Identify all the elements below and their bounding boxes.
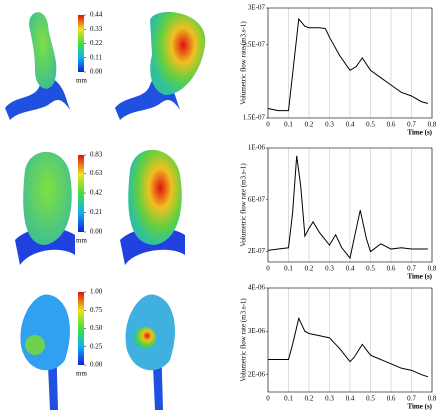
y-tick-label: 3E-07 bbox=[248, 4, 266, 12]
x-tick-label: 0 bbox=[266, 395, 270, 403]
x-tick-label: 0.8 bbox=[428, 121, 437, 129]
x-tick-label: 0.2 bbox=[305, 395, 314, 403]
y-tick-label: 2E-07 bbox=[248, 247, 266, 255]
colorbar-tick-label: 0.75 bbox=[90, 306, 103, 314]
colorbar-tick-label: 0.00 bbox=[90, 228, 103, 236]
flow-line bbox=[268, 316, 429, 378]
colorbar bbox=[78, 15, 84, 72]
colorbar-tick-label: 0.00 bbox=[90, 361, 103, 369]
x-tick-label: 0.8 bbox=[428, 395, 437, 403]
y-tick-label: 6E-07 bbox=[248, 195, 266, 203]
flow-line bbox=[267, 155, 428, 260]
x-axis-label: Time (s) bbox=[407, 273, 432, 281]
y-axis-label: Volumetric flow rate (m3.s-1) bbox=[240, 163, 248, 247]
colorbar-unit: mm bbox=[76, 370, 87, 378]
colorbar-unit: mm bbox=[76, 77, 87, 85]
colorbar bbox=[78, 155, 84, 232]
y-tick-label: 1E-06 bbox=[248, 144, 266, 152]
x-tick-label: 0.7 bbox=[407, 265, 416, 273]
aneurysm-renderings bbox=[5, 12, 206, 410]
colorbar-tick-label: 0.83 bbox=[90, 151, 103, 159]
colorbar-tick-label: 0.42 bbox=[90, 189, 103, 197]
y-axis-label: Volumetric flow rate (m3.s-1) bbox=[240, 298, 248, 382]
x-tick-label: 0 bbox=[266, 265, 270, 273]
x-tick-label: 0.2 bbox=[305, 265, 314, 273]
y-tick-label: 2E-06 bbox=[248, 370, 266, 378]
y-tick-label: 2.5E-07 bbox=[243, 40, 266, 48]
x-tick-label: 0.5 bbox=[366, 265, 375, 273]
x-axis-label: Time (s) bbox=[407, 403, 432, 411]
x-tick-label: 0.7 bbox=[407, 395, 416, 403]
y-axis-label: Volumetric flow rate (m3.s-1) bbox=[240, 21, 248, 105]
colorbar-tick-label: 0.21 bbox=[90, 208, 103, 216]
plot-frame bbox=[267, 287, 433, 393]
y-tick-label: 3E-06 bbox=[248, 327, 266, 335]
y-tick-label: 4E-06 bbox=[248, 284, 266, 292]
x-tick-label: 0.1 bbox=[284, 121, 293, 129]
x-tick-label: 0.4 bbox=[346, 265, 355, 273]
colorbar-tick-label: 0.44 bbox=[90, 11, 103, 19]
y-tick-label: 1.5E-07 bbox=[243, 114, 266, 122]
colorbar-tick-label: 0.50 bbox=[90, 324, 103, 332]
colorbar-tick-label: 0.25 bbox=[90, 342, 103, 350]
colorbar-unit: mm bbox=[76, 237, 87, 245]
colorbar-tick-label: 0.22 bbox=[90, 39, 103, 47]
colorbar-tick-label: 0.63 bbox=[90, 169, 103, 177]
flow-line bbox=[267, 17, 429, 112]
colorbar-tick-label: 0.11 bbox=[90, 53, 102, 61]
x-axis-label: Time (s) bbox=[407, 129, 432, 137]
x-tick-label: 0.6 bbox=[387, 121, 396, 129]
plot-frame bbox=[267, 147, 433, 263]
x-tick-label: 0.7 bbox=[407, 121, 416, 129]
x-tick-label: 0 bbox=[266, 121, 270, 129]
x-tick-label: 0.4 bbox=[346, 121, 355, 129]
colorbar-tick-label: 0.33 bbox=[90, 25, 103, 33]
x-tick-label: 0.6 bbox=[387, 395, 396, 403]
plot-frame bbox=[267, 7, 433, 119]
x-tick-label: 0.5 bbox=[366, 121, 375, 129]
colorbar bbox=[78, 292, 84, 365]
x-tick-label: 0.4 bbox=[346, 395, 355, 403]
x-tick-label: 0.3 bbox=[325, 121, 334, 129]
x-tick-label: 0.6 bbox=[387, 265, 396, 273]
x-tick-label: 0.3 bbox=[325, 265, 334, 273]
x-tick-label: 0.8 bbox=[428, 265, 437, 273]
x-tick-label: 0.1 bbox=[284, 265, 293, 273]
x-tick-label: 0.1 bbox=[284, 395, 293, 403]
colorbar-tick-label: 1.00 bbox=[90, 288, 103, 296]
colorbar-tick-label: 0.00 bbox=[90, 68, 103, 76]
x-tick-label: 0.5 bbox=[366, 395, 375, 403]
x-tick-label: 0.3 bbox=[325, 395, 334, 403]
x-tick-label: 0.2 bbox=[305, 121, 314, 129]
